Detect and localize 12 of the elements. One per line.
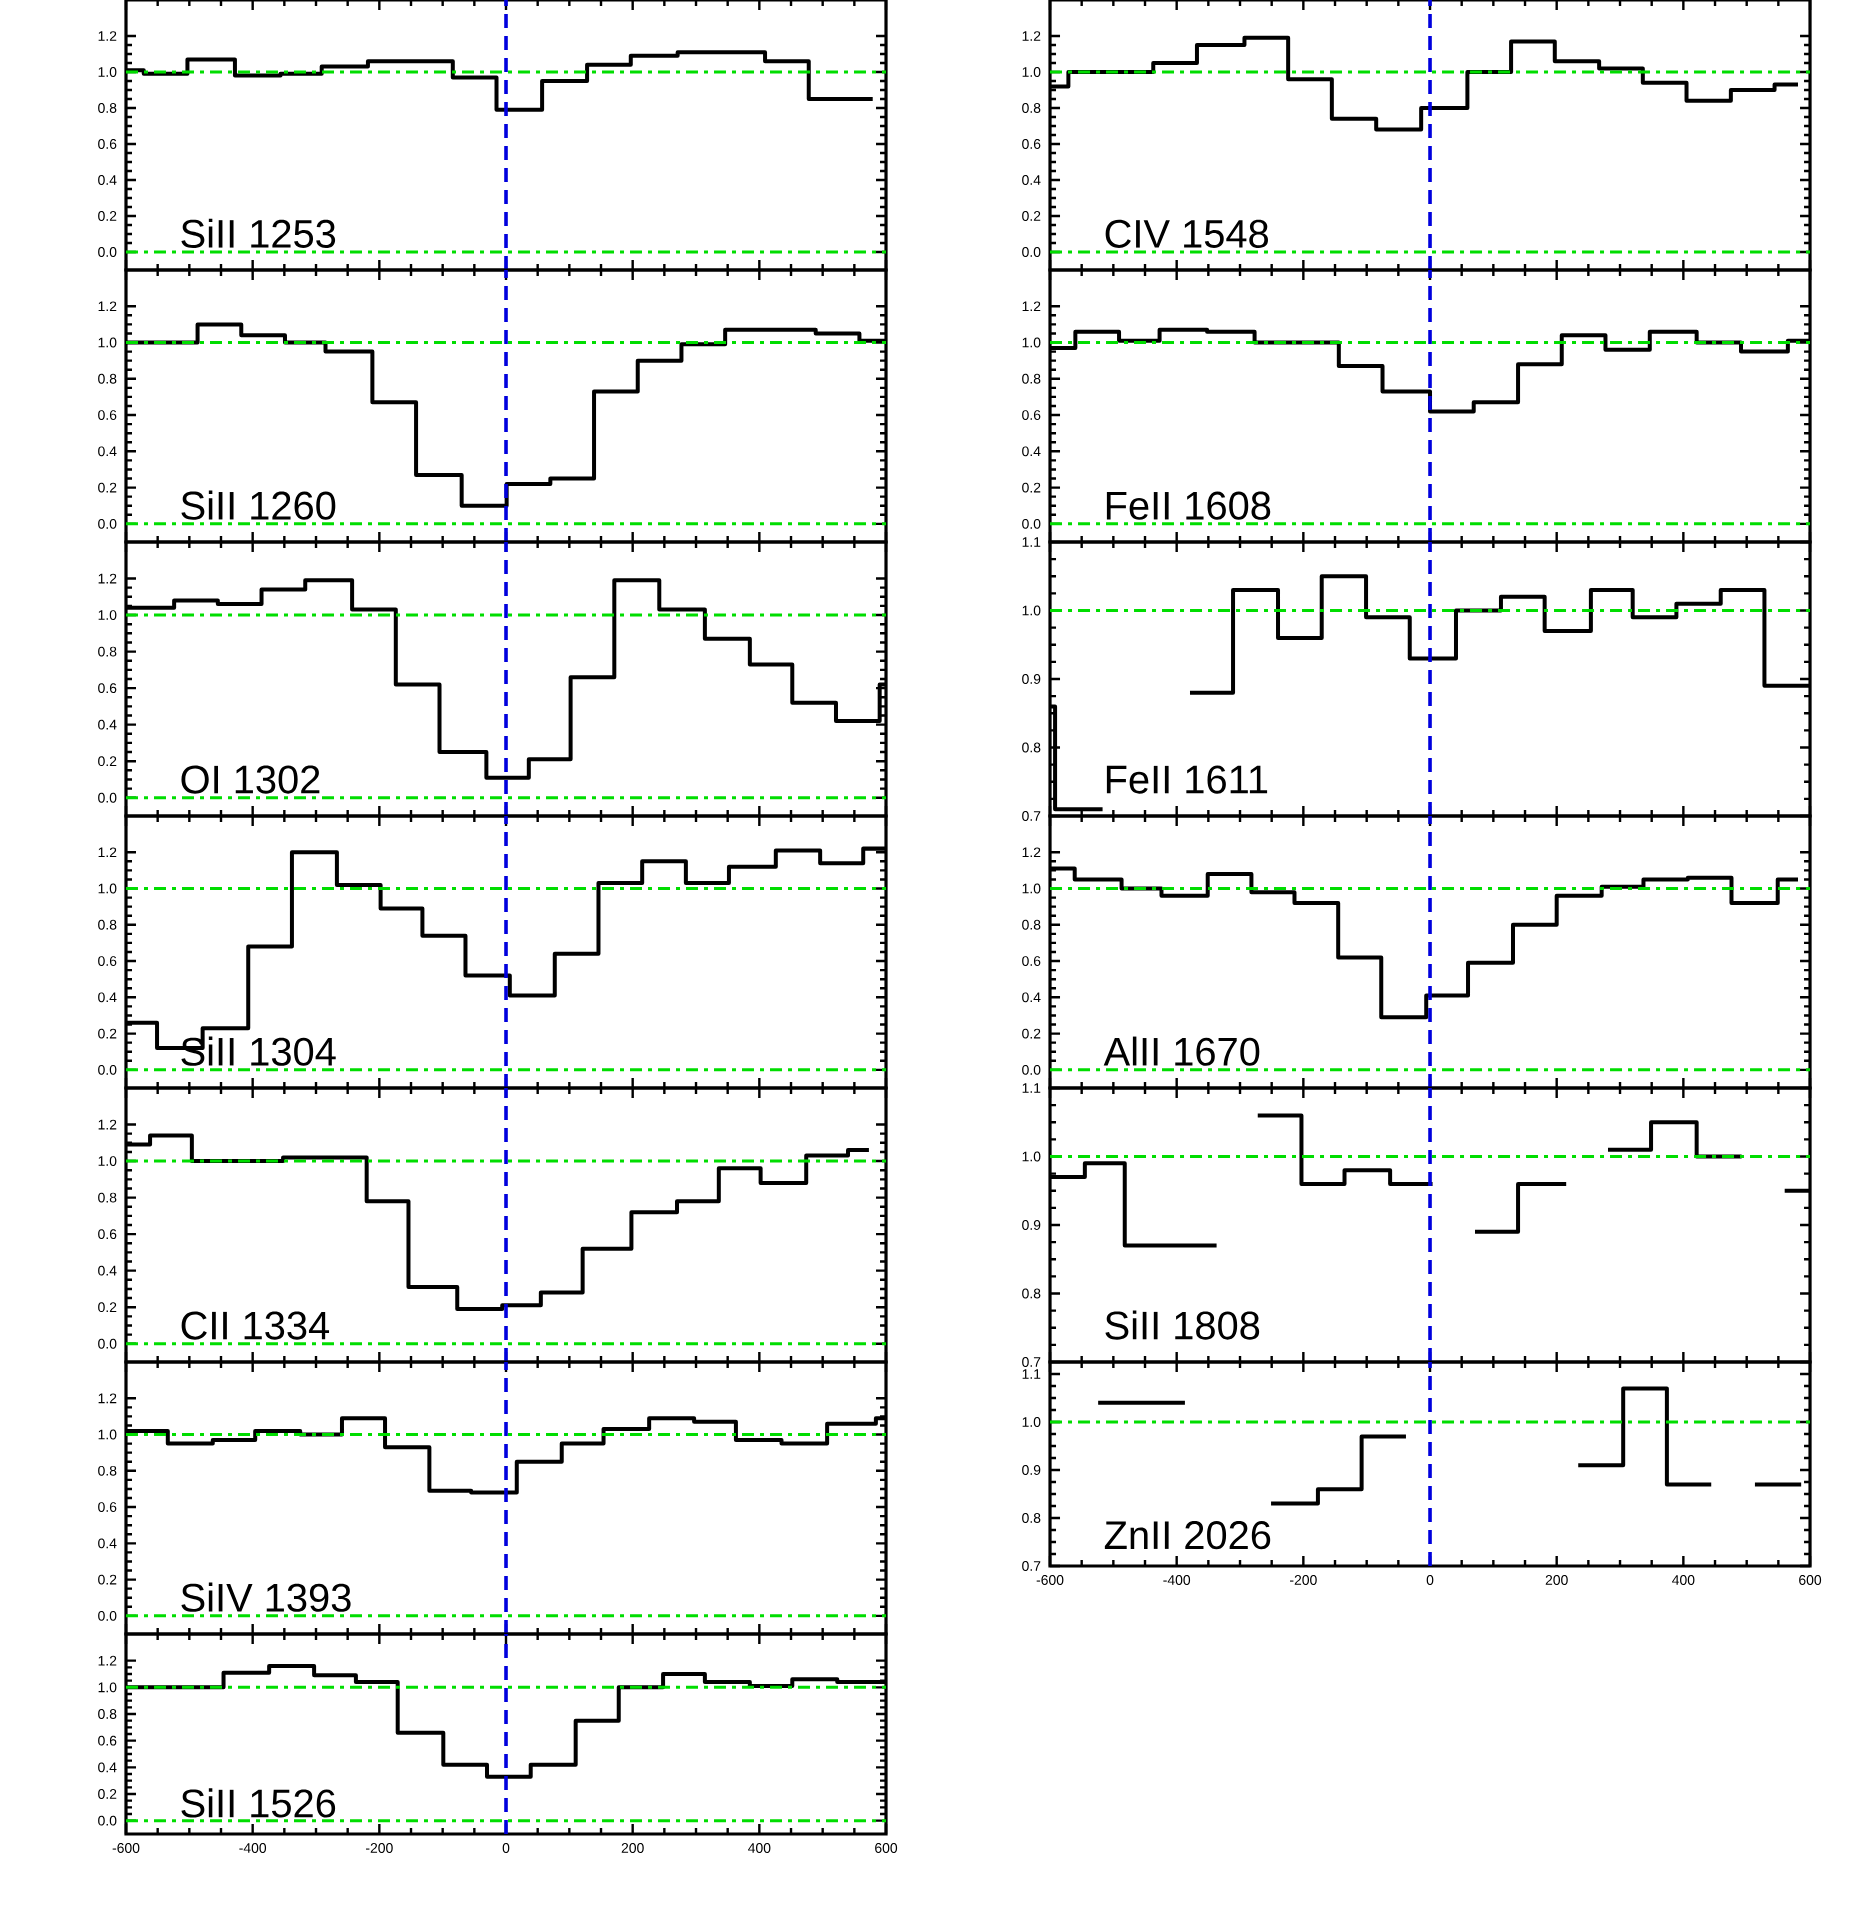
annotation: SiII 1808 xyxy=(1105,1310,1260,1340)
annotation: CIV 1548 xyxy=(1105,219,1268,248)
annotation: FeII 1608 xyxy=(1106,491,1271,520)
annotation: AlII 1670 xyxy=(1103,1036,1260,1066)
annotation: SiIV 1393 xyxy=(181,1582,351,1612)
annotation: SiII 1253 xyxy=(181,218,336,248)
annotation: CII 1334 xyxy=(181,1311,330,1340)
annotation: SiII 1526 xyxy=(181,1788,336,1818)
annotation: SiII 1260 xyxy=(181,490,336,520)
annotation: ZnII 2026 xyxy=(1104,1521,1271,1550)
annotation: FeII 1611 xyxy=(1106,765,1268,794)
annotation: OI 1302 xyxy=(181,765,320,794)
